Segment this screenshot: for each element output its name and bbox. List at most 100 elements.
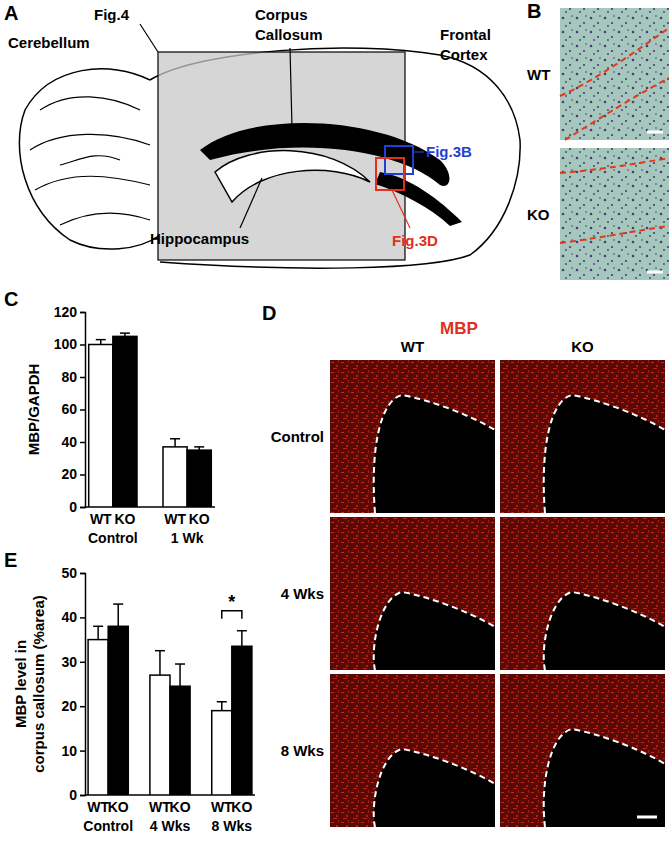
category-label: Control: [83, 818, 133, 834]
category-label: 1 Wk: [171, 530, 204, 546]
row-label: 4 Wks: [281, 585, 324, 602]
error-bar: [96, 340, 106, 345]
leader-line: [140, 24, 158, 52]
region-label: Hippocampus: [150, 230, 249, 247]
error-line: [159, 651, 161, 675]
tick: 0: [69, 499, 85, 515]
ventricle: [375, 172, 462, 226]
bar: [89, 345, 113, 508]
dark-region: [544, 729, 665, 827]
bar-chart: E01020304050MBP level incorpus callosum …: [4, 549, 255, 834]
series-label: WT: [87, 799, 109, 815]
panel-a: AFig.4CorpusCallosumFrontalCortexCerebel…: [4, 2, 520, 268]
series-label: KO: [189, 511, 210, 527]
row-label: WT: [527, 66, 550, 83]
tick-label: 10: [61, 743, 77, 759]
bar: [187, 450, 211, 507]
tick-mark: [80, 662, 85, 664]
error-bar: [113, 604, 123, 626]
leader-line: [290, 48, 292, 128]
tick: 20: [61, 466, 85, 482]
fig3d-box: [376, 158, 404, 190]
axis-line: [80, 313, 86, 508]
error-bar: [155, 651, 165, 675]
tick-label: 40: [61, 434, 77, 450]
series-label: WT: [90, 511, 112, 527]
dark-region: [374, 592, 495, 670]
error-line: [179, 664, 181, 686]
significance-label: *: [228, 592, 235, 612]
tick: 40: [61, 434, 85, 450]
bar: [212, 711, 232, 795]
plot-marks: [89, 333, 212, 507]
row-label: Control: [271, 428, 324, 445]
tick-label: 100: [54, 336, 78, 352]
tick-label: 30: [61, 654, 77, 670]
error-bar: [217, 702, 227, 711]
tick-mark: [80, 507, 85, 509]
tick-mark: [80, 795, 85, 797]
histology-image: [560, 8, 669, 140]
region-label: Fig.3D: [392, 232, 438, 249]
panel-label: E: [4, 549, 17, 571]
fluorescence-image: [500, 360, 665, 513]
region-boundary: [565, 78, 669, 140]
region-boundary: [374, 749, 495, 827]
dark-region: [544, 395, 665, 513]
bar: [232, 646, 252, 795]
fig4-region: [158, 52, 405, 260]
tick: 40: [61, 609, 85, 625]
tick: 60: [61, 401, 85, 417]
tick: 50: [61, 565, 85, 581]
histology-image: [560, 148, 669, 280]
tick: 30: [61, 654, 85, 670]
error-cap: [194, 446, 204, 448]
row-label: 8 Wks: [281, 742, 324, 759]
bar: [88, 640, 108, 795]
y-axis: 020406080100120: [54, 304, 86, 515]
row-label: KO: [527, 206, 550, 223]
bar: [108, 626, 128, 795]
bar-chart: C020406080100120MBP/GAPDHWTWTKOKOControl…: [4, 288, 215, 546]
series-label: KO: [108, 799, 129, 815]
error-cap: [120, 332, 130, 334]
panel-b: BWTKO: [527, 0, 669, 280]
panel-label: D: [262, 302, 276, 324]
tick-mark: [80, 409, 85, 411]
series-label: KO: [170, 799, 191, 815]
tick-mark: [80, 617, 85, 619]
plot-marks: [88, 604, 252, 795]
leader-line: [392, 190, 410, 228]
axis-line: [80, 574, 86, 796]
significance-bracket: [222, 611, 242, 619]
error-bar: [175, 664, 185, 686]
error-bar: [194, 447, 204, 450]
bar: [170, 686, 190, 795]
leader-line: [240, 178, 262, 228]
tick-label: 80: [61, 369, 77, 385]
tick-label: 60: [61, 401, 77, 417]
tick: 0: [69, 787, 85, 803]
category-label: Control: [88, 530, 138, 546]
tick-label: 40: [61, 609, 77, 625]
cerebellum: [19, 69, 160, 249]
error-bar: [120, 333, 130, 336]
tick: 20: [61, 698, 85, 714]
bar: [163, 447, 187, 507]
folium: [60, 156, 120, 165]
bar: [150, 675, 170, 795]
region-label: CorpusCallosum: [255, 6, 323, 43]
error-bar: [170, 439, 180, 447]
error-cap: [113, 603, 123, 605]
series-label: WT: [149, 799, 171, 815]
tick-mark: [80, 312, 85, 314]
tick-mark: [80, 573, 85, 575]
scale-bar: [647, 131, 663, 134]
dark-region: [374, 749, 495, 827]
tick-mark: [80, 474, 85, 476]
y-axis-title: MBP/GAPDH: [25, 364, 42, 456]
folium: [60, 213, 150, 225]
error-cap: [170, 438, 180, 440]
error-cap: [175, 663, 185, 665]
tick-mark: [80, 344, 85, 346]
